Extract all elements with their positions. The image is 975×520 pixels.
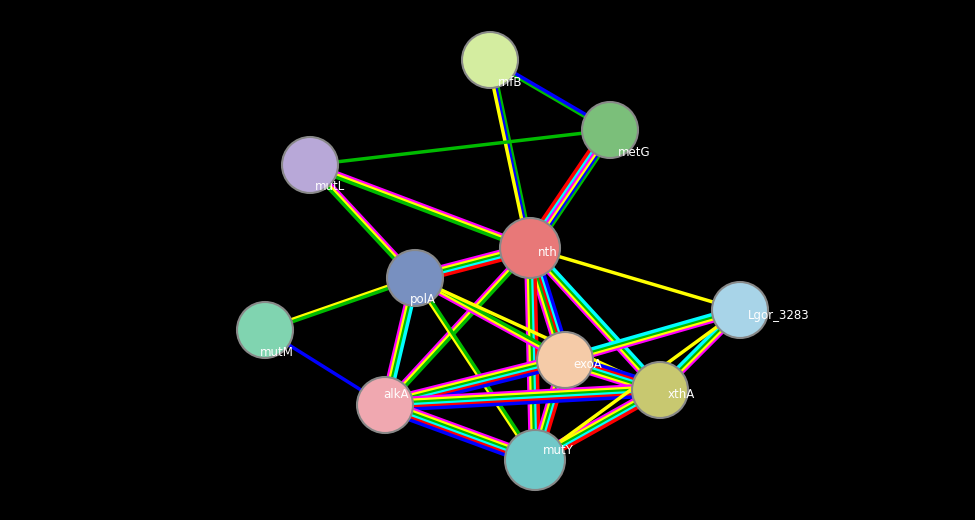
Circle shape (237, 302, 293, 358)
Circle shape (500, 218, 560, 278)
Circle shape (462, 32, 518, 88)
Text: mutY: mutY (543, 444, 574, 457)
Text: exoA: exoA (573, 358, 602, 371)
Text: mutM: mutM (260, 345, 293, 358)
Text: mutL: mutL (315, 180, 345, 193)
Text: metG: metG (618, 146, 650, 159)
Circle shape (505, 430, 565, 490)
Text: alkA: alkA (383, 388, 409, 401)
Circle shape (282, 137, 338, 193)
Circle shape (537, 332, 593, 388)
Circle shape (387, 250, 443, 306)
Text: xthA: xthA (668, 388, 695, 401)
Circle shape (712, 282, 768, 338)
Text: nth: nth (538, 246, 558, 259)
Circle shape (357, 377, 413, 433)
Circle shape (582, 102, 638, 158)
Text: Lgor_3283: Lgor_3283 (748, 308, 809, 321)
Text: polA: polA (410, 293, 436, 306)
Circle shape (632, 362, 688, 418)
Text: rnfB: rnfB (498, 75, 523, 88)
